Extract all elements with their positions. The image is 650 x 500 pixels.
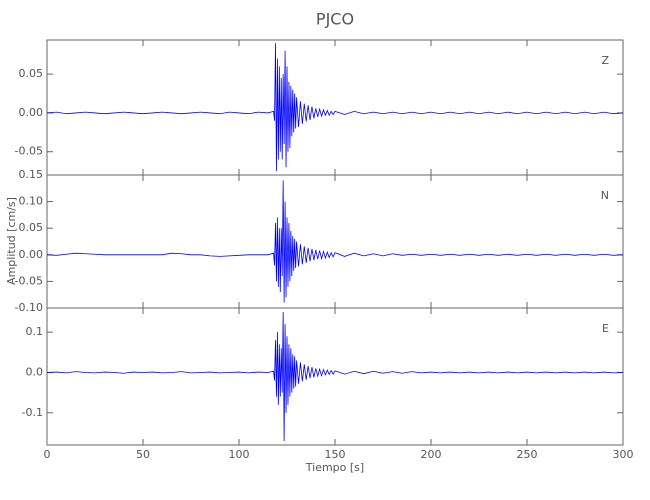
y-tick-label: 0.00 [19, 106, 44, 119]
trace [46, 43, 624, 172]
trace [46, 180, 624, 303]
x-tick-label: 250 [517, 448, 538, 461]
panel-label: Z [601, 54, 609, 67]
y-tick-label: 0.05 [19, 221, 44, 234]
y-tick-label: -0.05 [15, 145, 43, 158]
x-tick-label: 300 [613, 448, 634, 461]
x-tick-label: 0 [44, 448, 51, 461]
x-tick-label: 150 [325, 448, 346, 461]
y-tick-label: 0.10 [19, 195, 44, 208]
x-tick-label: 200 [421, 448, 442, 461]
y-tick-label: 0.0 [26, 365, 44, 378]
x-tick-label: 100 [229, 448, 250, 461]
panel-label: E [602, 322, 609, 335]
panel-frame [46, 307, 624, 446]
y-tick-label: 0.15 [19, 168, 44, 181]
y-tick-label: 0.05 [19, 67, 44, 80]
x-axis-label: Tiempo [s] [305, 461, 364, 474]
y-tick-label: -0.05 [15, 274, 43, 287]
y-axis-label: Amplitud [cm/s] [5, 197, 18, 285]
panel-frame [46, 174, 624, 309]
chart-title: PJCO [316, 10, 354, 29]
y-tick-label: 0.1 [26, 325, 44, 338]
y-tick-label: -0.1 [22, 406, 43, 419]
trace [46, 312, 624, 441]
panel-frame [46, 39, 624, 176]
y-tick-label: -0.10 [15, 301, 43, 314]
y-tick-label: 0.00 [19, 248, 44, 261]
panel-label: N [601, 189, 609, 202]
x-tick-label: 50 [136, 448, 150, 461]
